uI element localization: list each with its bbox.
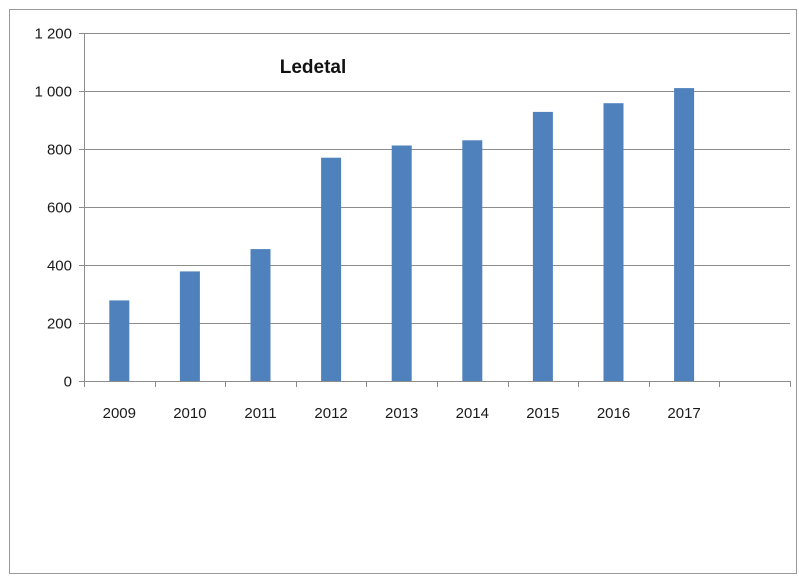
y-tick-labels: 0 200 400 600 800 1 000 1 200 bbox=[34, 26, 72, 391]
bars bbox=[109, 88, 695, 382]
x-tick-label: 2013 bbox=[385, 405, 418, 422]
x-tick-label: 2012 bbox=[314, 405, 347, 422]
bar-2017 bbox=[674, 88, 695, 381]
x-tick-label: 2011 bbox=[244, 405, 276, 422]
y-tick-label: 200 bbox=[47, 316, 72, 333]
x-tick-label: 2010 bbox=[173, 405, 206, 422]
x-tick-label: 2014 bbox=[456, 405, 489, 422]
y-tick-label: 600 bbox=[47, 200, 72, 217]
bar-2010 bbox=[179, 271, 200, 381]
bar-2009 bbox=[109, 300, 130, 381]
bar-2013 bbox=[391, 145, 412, 381]
y-tick-label: 0 bbox=[64, 374, 72, 391]
bar-2015 bbox=[532, 111, 553, 382]
y-tick-label: 400 bbox=[47, 258, 72, 275]
axes bbox=[79, 33, 791, 387]
bar-2012 bbox=[321, 157, 342, 381]
x-tick-label: 2016 bbox=[597, 405, 630, 422]
bar-2014 bbox=[462, 140, 483, 381]
x-tick-labels: 2009 2010 2011 2012 2013 2014 2015 2016 2017 bbox=[103, 405, 701, 422]
bar-2011 bbox=[250, 249, 271, 381]
x-tick-label: 2009 bbox=[103, 405, 136, 422]
x-tick-label: 2017 bbox=[667, 405, 700, 422]
gridlines bbox=[84, 33, 790, 324]
y-tick-label: 800 bbox=[47, 142, 72, 159]
y-tick-label: 1 000 bbox=[34, 84, 72, 101]
y-tick-label: 1 200 bbox=[34, 26, 72, 43]
chart-title: Ledetal bbox=[280, 57, 347, 78]
x-tick-label: 2015 bbox=[526, 405, 559, 422]
bar-2016 bbox=[603, 103, 624, 381]
